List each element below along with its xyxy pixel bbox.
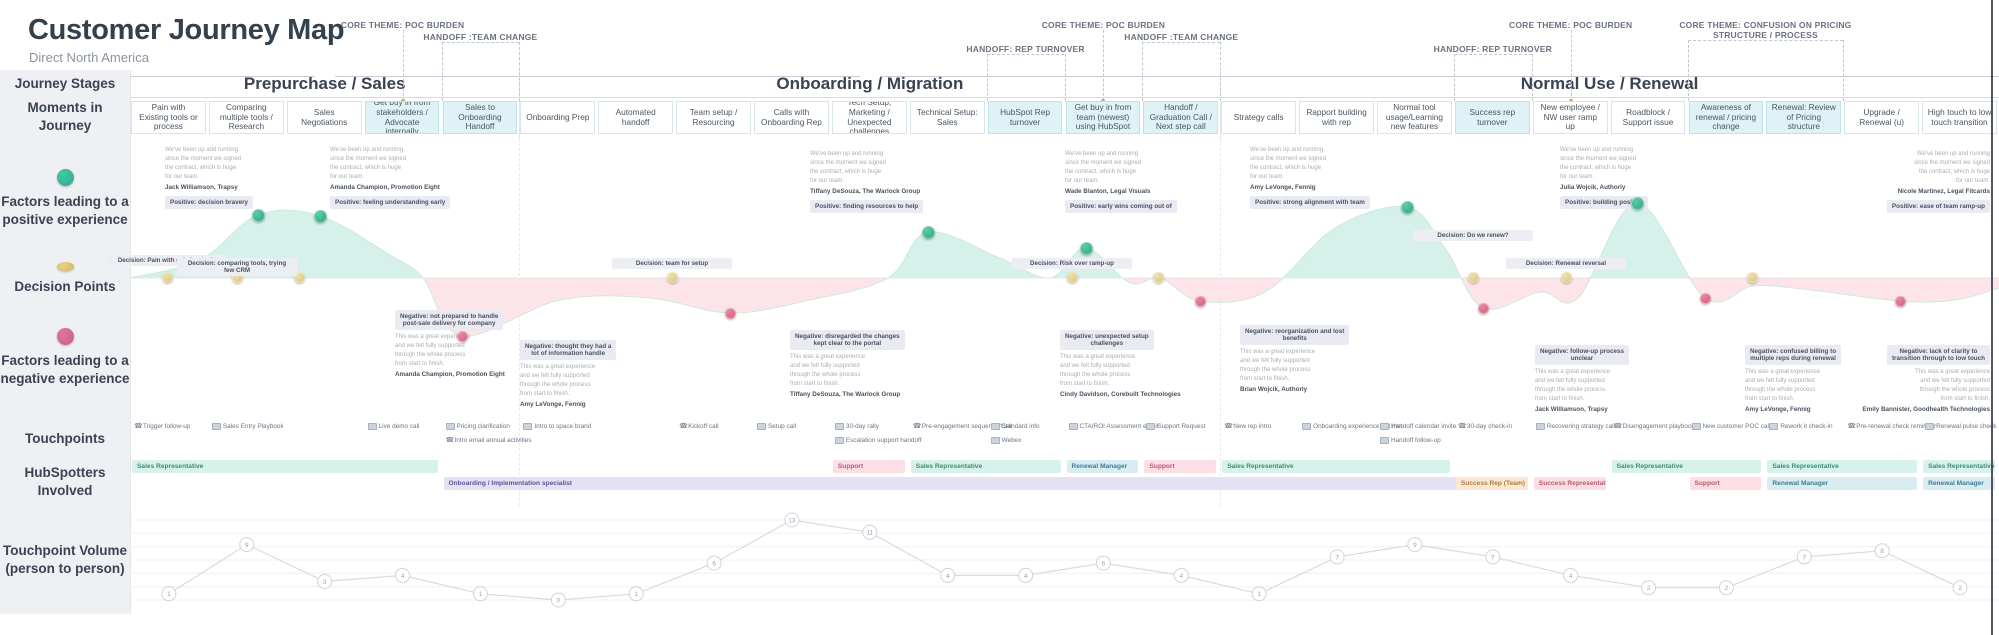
svg-text:7: 7 (1803, 554, 1807, 561)
svg-text:3: 3 (323, 579, 327, 586)
svg-text:4: 4 (1024, 573, 1028, 580)
svg-text:7: 7 (1491, 554, 1495, 561)
svg-text:1: 1 (167, 591, 171, 598)
svg-text:1: 1 (479, 591, 483, 598)
svg-text:9: 9 (245, 542, 249, 549)
svg-text:8: 8 (1880, 548, 1884, 555)
svg-text:4: 4 (1569, 573, 1573, 580)
svg-text:11: 11 (866, 530, 873, 537)
svg-text:0: 0 (557, 597, 561, 604)
svg-text:4: 4 (401, 573, 405, 580)
svg-text:2: 2 (1647, 585, 1651, 592)
svg-text:6: 6 (1102, 561, 1106, 568)
svg-text:6: 6 (712, 561, 716, 568)
svg-text:4: 4 (1180, 573, 1184, 580)
svg-text:1: 1 (634, 591, 638, 598)
svg-text:2: 2 (1725, 585, 1729, 592)
svg-text:9: 9 (1413, 542, 1417, 549)
svg-text:2: 2 (1958, 585, 1962, 592)
svg-text:7: 7 (1335, 554, 1339, 561)
svg-text:13: 13 (788, 517, 796, 524)
svg-text:4: 4 (946, 573, 950, 580)
svg-text:1: 1 (1257, 591, 1261, 598)
